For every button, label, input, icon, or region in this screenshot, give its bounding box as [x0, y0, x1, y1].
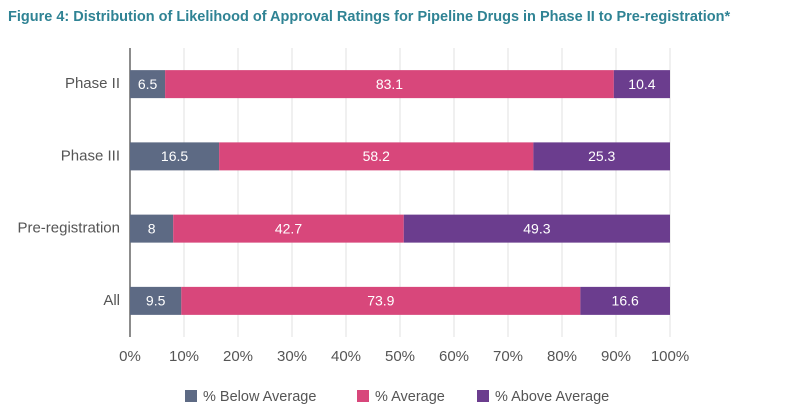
y-tick-label: Pre-registration: [17, 220, 120, 237]
x-tick-label: 0%: [119, 348, 141, 365]
data-label: 25.3: [588, 148, 615, 164]
bar-segment: [130, 214, 174, 243]
data-label: 16.6: [612, 293, 639, 309]
bar-segment: [181, 286, 581, 315]
x-tick-label: 30%: [277, 348, 307, 365]
legend-swatch: [185, 390, 197, 402]
bar-segment: [613, 70, 670, 99]
x-tick-label: 60%: [439, 348, 469, 365]
data-label: 10.4: [628, 76, 655, 92]
legend-label: % Average: [375, 389, 445, 405]
x-tick-label: 80%: [547, 348, 577, 365]
x-tick-label: 90%: [601, 348, 631, 365]
bar-segment: [580, 286, 670, 315]
bar-segment: [165, 70, 614, 99]
data-label: 83.1: [376, 76, 403, 92]
bar-segment: [130, 70, 166, 99]
data-label: 9.5: [146, 293, 166, 309]
x-tick-label: 20%: [223, 348, 253, 365]
x-tick-label: 10%: [169, 348, 199, 365]
x-tick-label: 70%: [493, 348, 523, 365]
bar-segment: [219, 142, 534, 171]
data-label: 49.3: [523, 220, 550, 236]
data-label: 58.2: [363, 148, 390, 164]
y-tick-label: All: [103, 292, 120, 309]
bar-segment: [173, 214, 404, 243]
legend-label: % Below Average: [203, 389, 316, 405]
legend-swatch: [357, 390, 369, 402]
legend-swatch: [477, 390, 489, 402]
y-tick-label: Phase III: [61, 147, 120, 164]
y-tick-label: Phase II: [65, 75, 120, 92]
bar-segment: [130, 286, 182, 315]
bar-segment: [130, 142, 220, 171]
x-tick-label: 40%: [331, 348, 361, 365]
x-tick-label: 100%: [651, 348, 689, 365]
data-label: 8: [148, 220, 156, 236]
data-label: 42.7: [275, 220, 302, 236]
bar-segment: [403, 214, 670, 243]
chart-title: Figure 4: Distribution of Likelihood of …: [8, 9, 730, 25]
legend-label: % Above Average: [495, 389, 609, 405]
data-label: 16.5: [161, 148, 188, 164]
bar-segment: [533, 142, 670, 171]
data-label: 6.5: [138, 76, 158, 92]
data-label: 73.9: [367, 293, 394, 309]
x-tick-label: 50%: [385, 348, 415, 365]
